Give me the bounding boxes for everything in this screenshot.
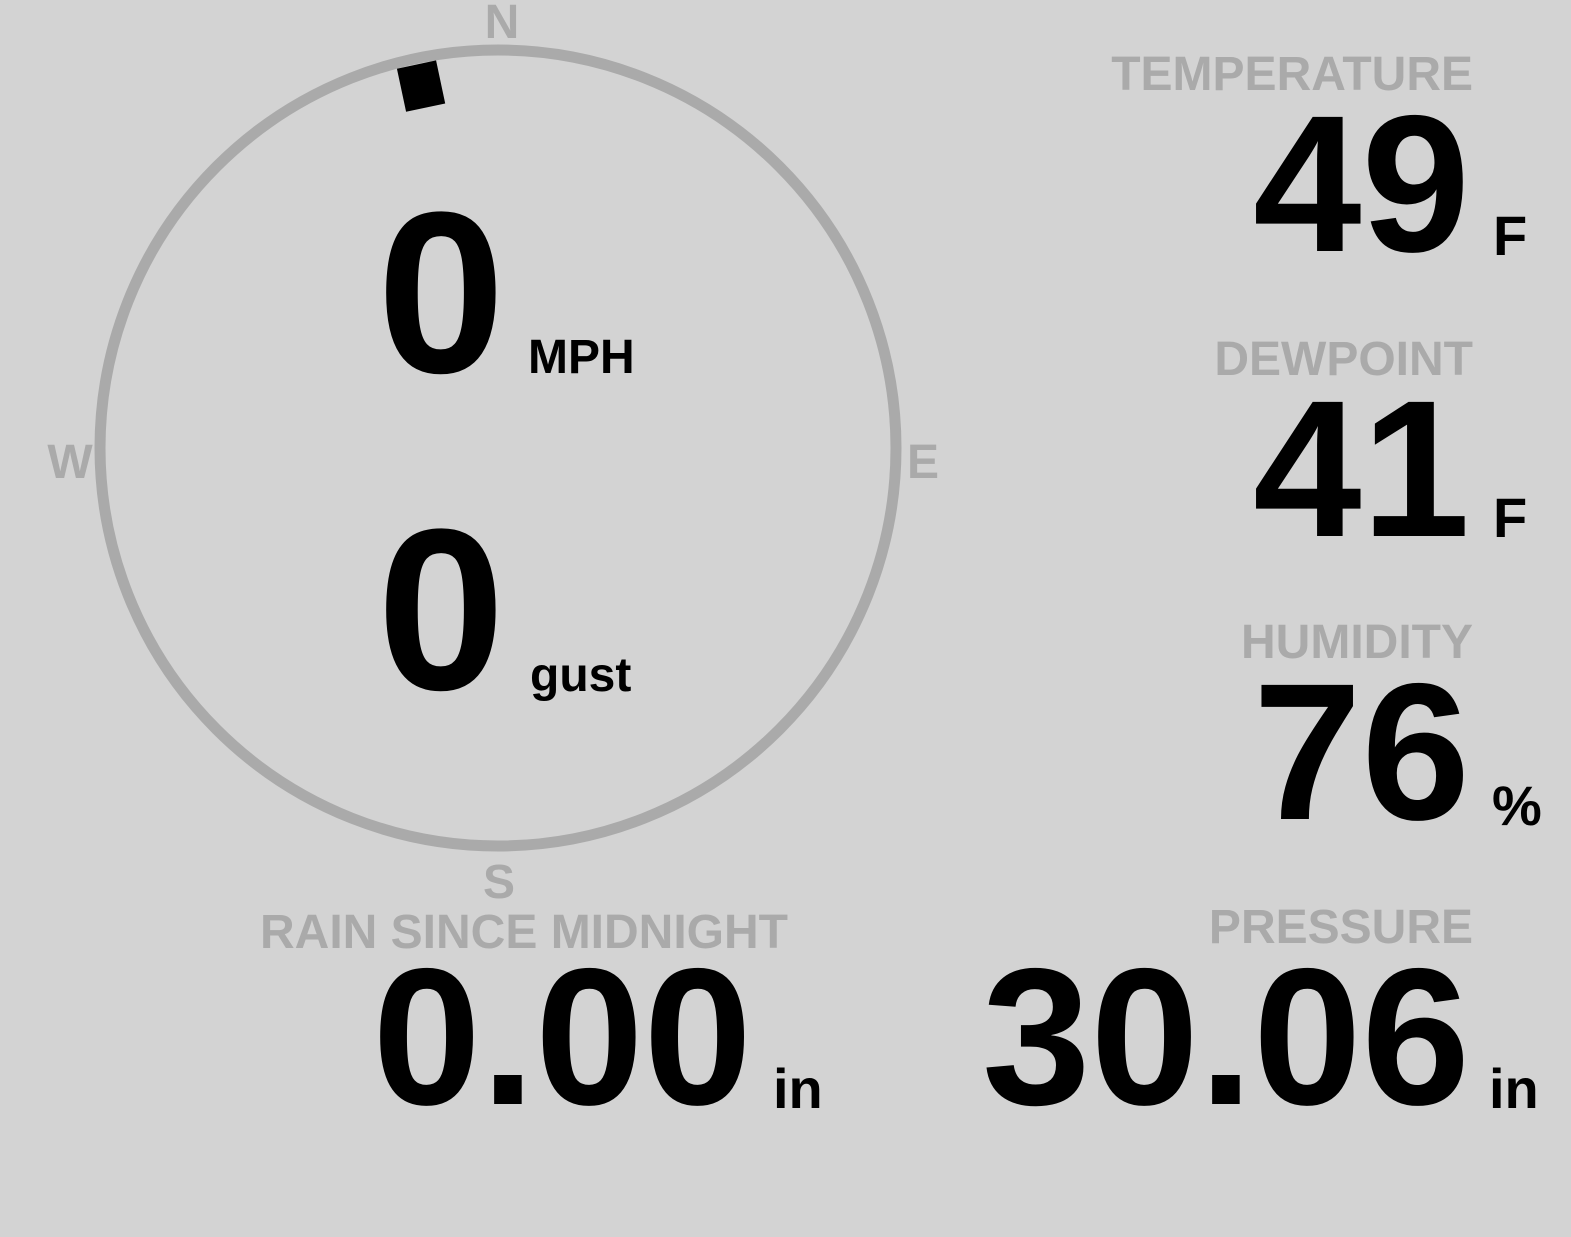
wind-gust-value: 0 xyxy=(377,481,505,738)
humidity-value: 76 xyxy=(1253,643,1470,861)
compass-north-label: N xyxy=(484,0,520,49)
compass-east-label: E xyxy=(906,436,939,489)
dewpoint-label: DEWPOINT xyxy=(1214,333,1473,386)
temperature-value: 49 xyxy=(1253,75,1470,293)
dewpoint-value: 41 xyxy=(1253,360,1470,578)
temperature-unit: F xyxy=(1493,204,1528,267)
humidity-label: HUMIDITY xyxy=(1241,616,1473,669)
wind-gust-unit: gust xyxy=(530,649,632,702)
humidity-unit: % xyxy=(1492,774,1542,837)
wind-direction-marker xyxy=(396,60,446,112)
rain-label: RAIN SINCE MIDNIGHT xyxy=(260,906,788,959)
temperature-label: TEMPERATURE xyxy=(1111,48,1473,101)
pressure-unit: in xyxy=(1489,1057,1539,1120)
pressure-label: PRESSURE xyxy=(1208,901,1473,954)
wind-speed-value: 0 xyxy=(377,164,505,421)
rain-unit: in xyxy=(773,1057,823,1120)
compass-ring xyxy=(94,44,902,852)
compass-west-label: W xyxy=(47,436,93,489)
pressure-value: 30.06 xyxy=(982,928,1470,1146)
compass-south-label: S xyxy=(482,856,515,909)
dewpoint-unit: F xyxy=(1493,486,1528,549)
rain-value: 0.00 xyxy=(372,928,752,1146)
wind-speed-unit: MPH xyxy=(528,331,635,384)
